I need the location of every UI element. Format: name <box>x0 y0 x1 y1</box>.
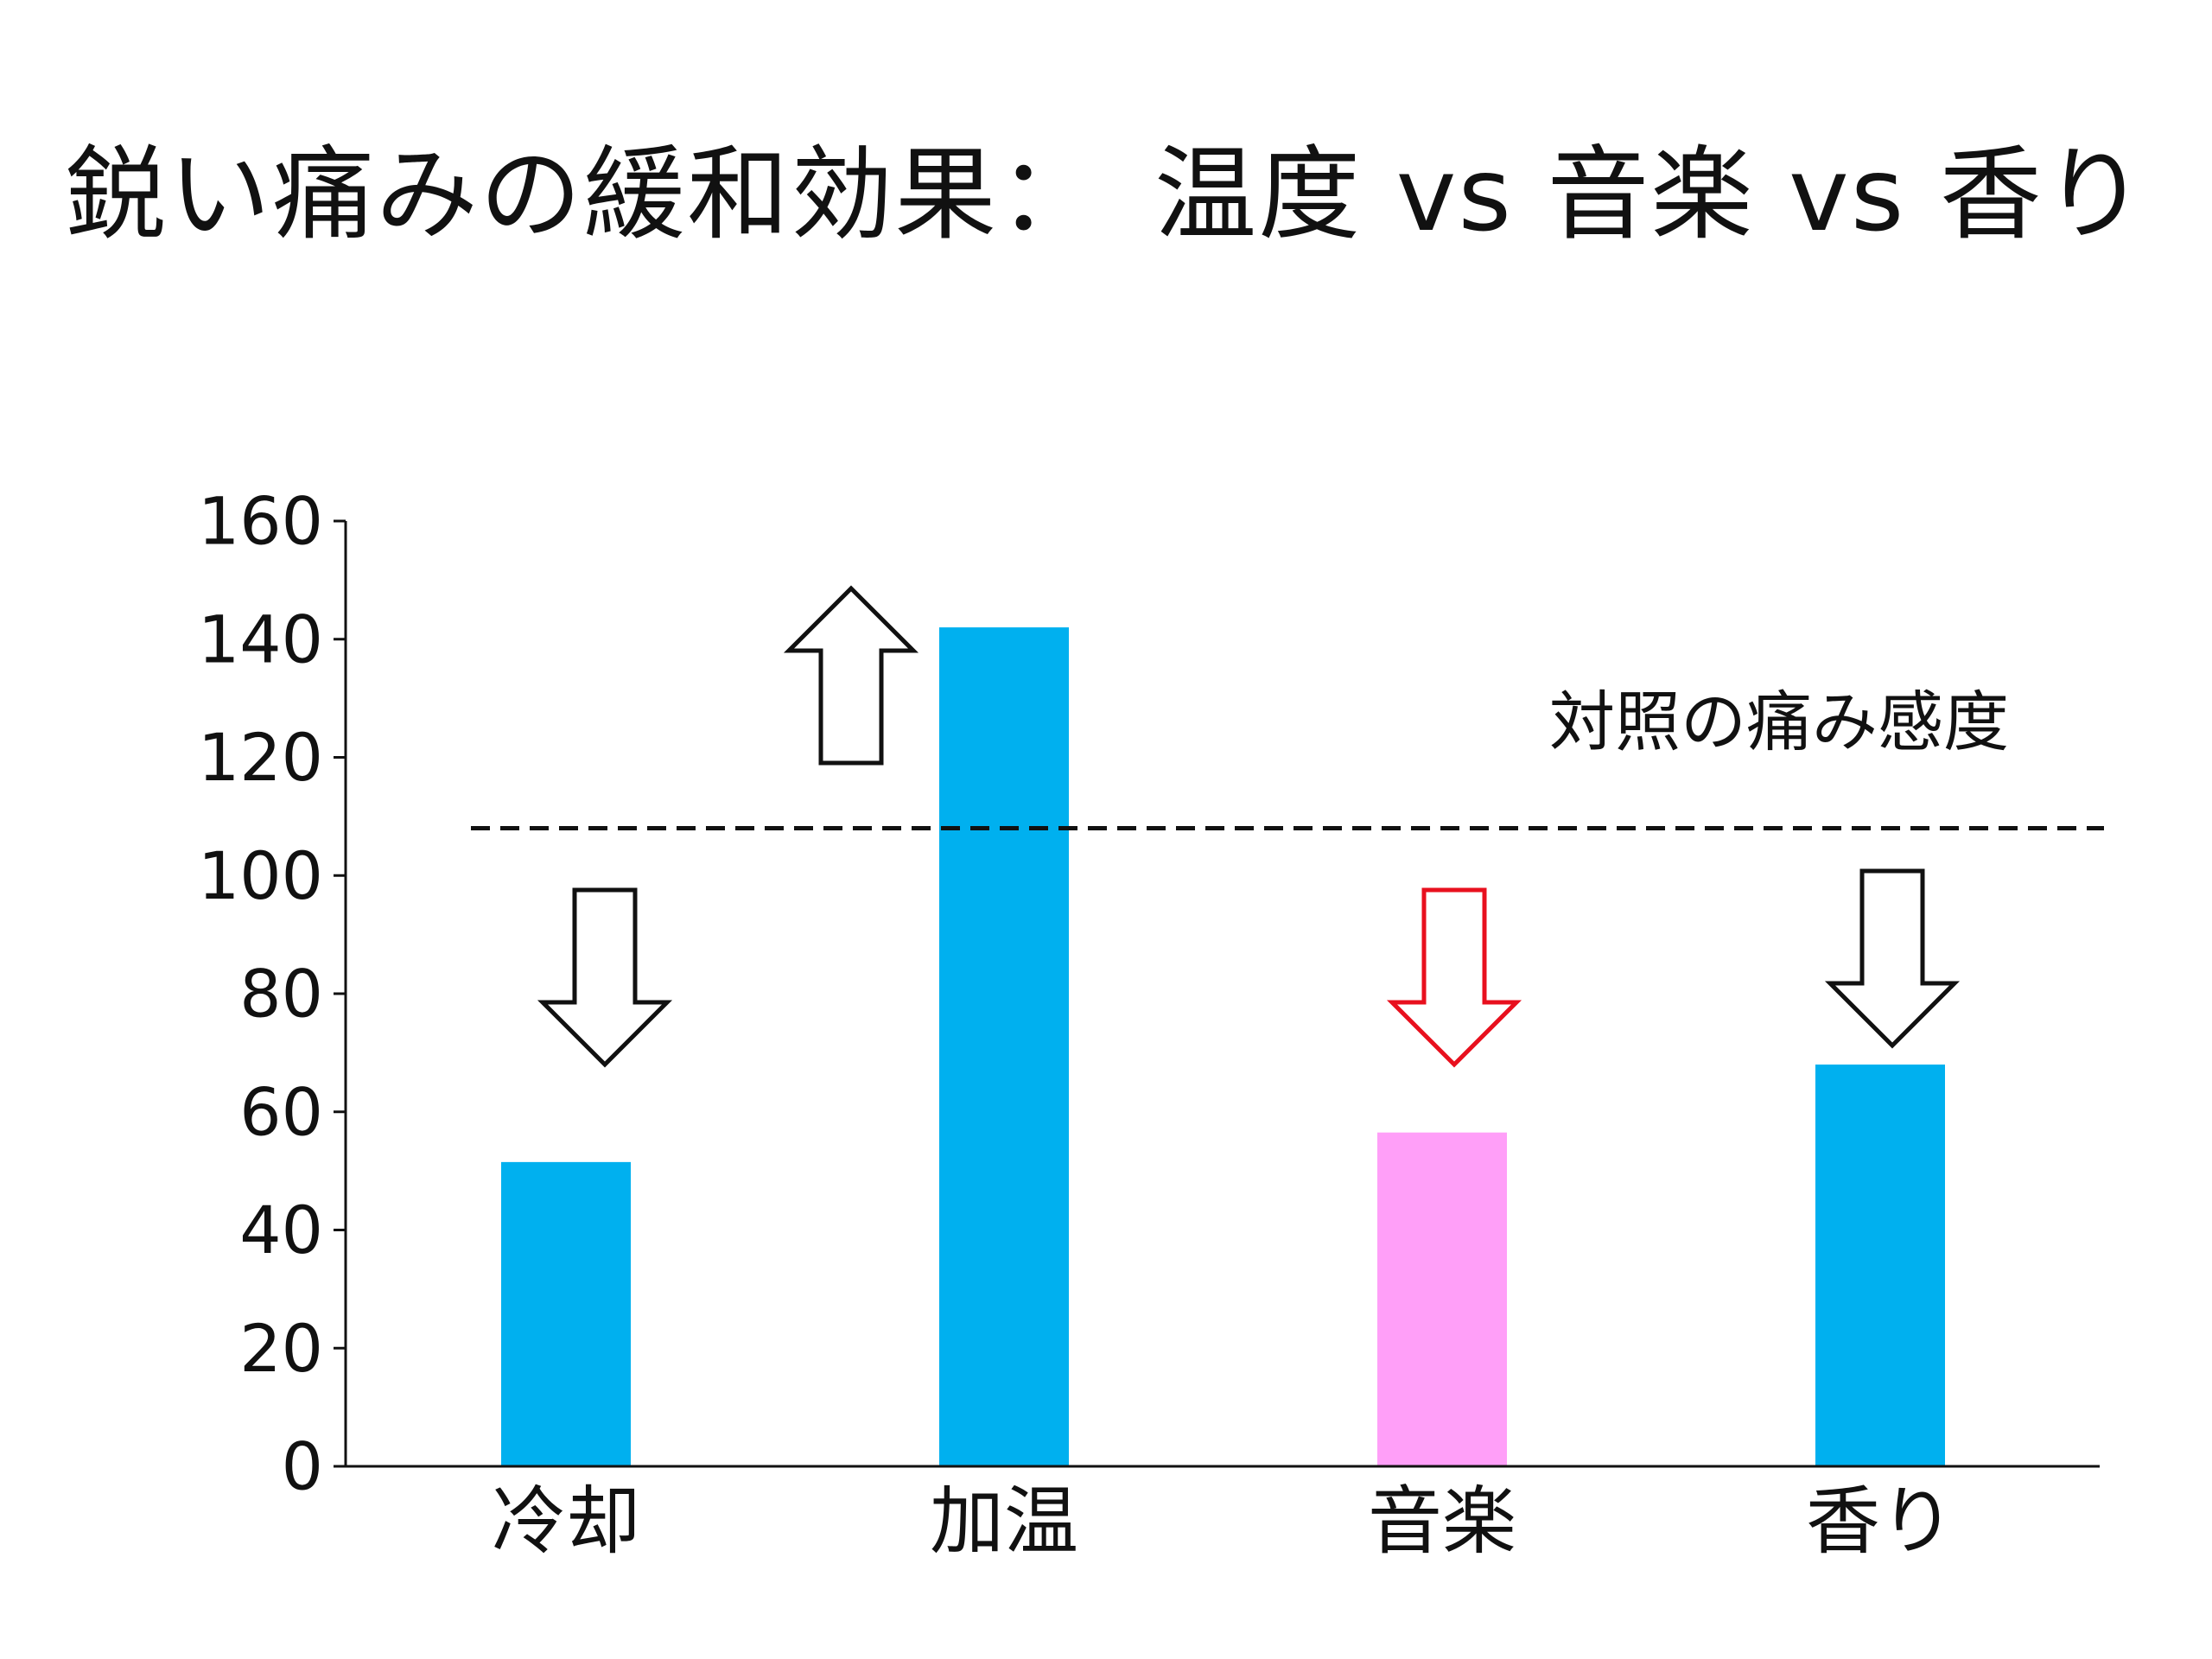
y-tick-label: 40 <box>239 1192 323 1268</box>
y-tick-label: 20 <box>239 1310 323 1387</box>
x-tick-label: 音楽 <box>1368 1478 1516 1565</box>
y-tick-label: 80 <box>239 956 323 1033</box>
page-title: 鋭い痛みの緩和効果： 温度 vs 音楽 vs 香り <box>65 135 2147 254</box>
reference-line-label: 対照の痛み感度 <box>1549 683 2009 760</box>
x-tick-label: 香り <box>1806 1478 1955 1565</box>
arrow-down-icon <box>1824 868 1961 1049</box>
y-tick-label: 160 <box>198 483 323 560</box>
reference-line-group: 対照の痛み感度 <box>471 683 2104 831</box>
x-axis: 冷却 加温 音楽 香り <box>346 1465 2100 1565</box>
bar <box>501 1161 631 1466</box>
y-tick-label: 60 <box>239 1073 323 1150</box>
arrow-down-icon <box>537 887 673 1068</box>
bars-layer <box>501 627 1945 1466</box>
y-tick-label: 120 <box>198 719 323 796</box>
arrow-down-icon <box>1386 887 1522 1068</box>
bar <box>1815 1065 1945 1466</box>
x-tick-label: 加温 <box>930 1478 1078 1565</box>
y-axis: 0 20 40 60 80 100 120 140 160 <box>198 483 347 1505</box>
arrows-layer <box>537 585 1961 1068</box>
bar <box>939 627 1069 1466</box>
y-tick-label: 140 <box>198 601 323 677</box>
arrow-up-icon <box>783 585 919 766</box>
x-tick-label: 冷却 <box>492 1478 640 1565</box>
y-tick-label: 100 <box>198 837 323 914</box>
y-tick-label: 0 <box>282 1428 323 1505</box>
bar <box>1377 1132 1507 1466</box>
